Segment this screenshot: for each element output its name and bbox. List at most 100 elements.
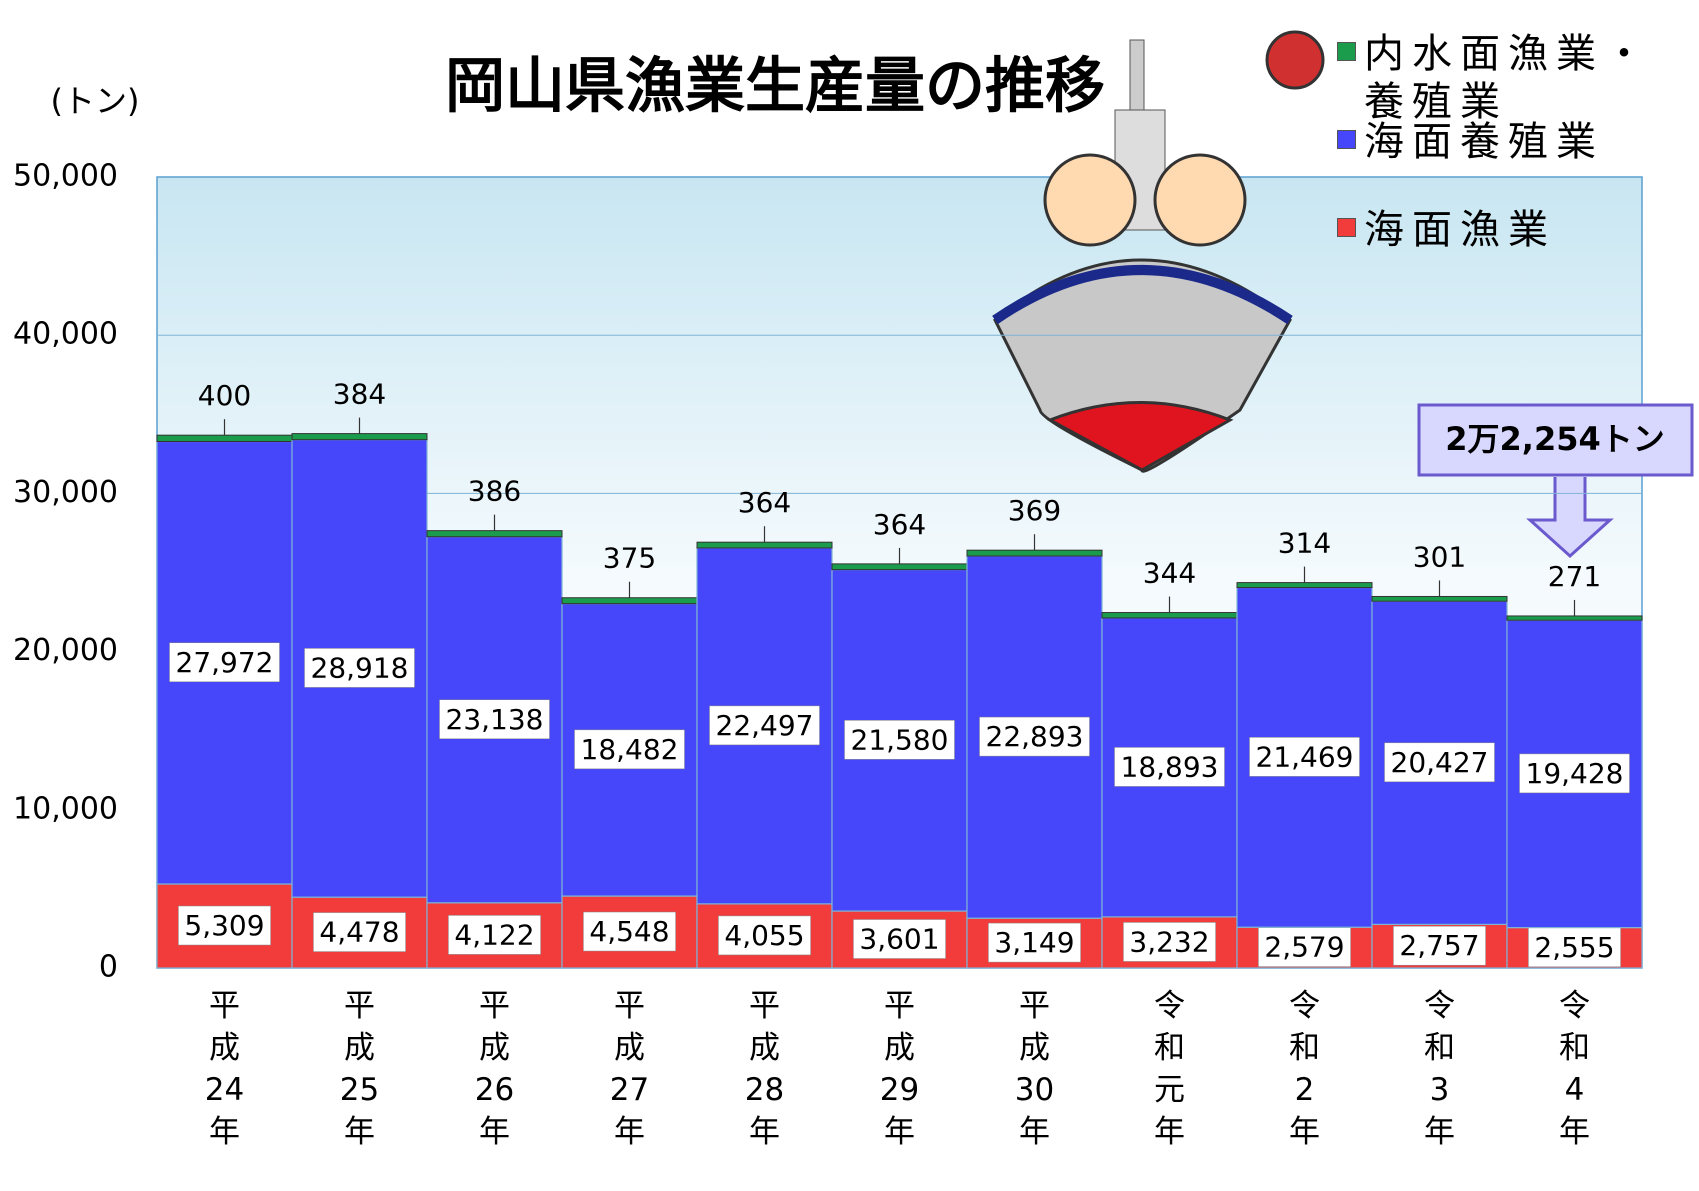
- value-label-group: 4,478: [313, 912, 406, 952]
- value-label-box: [178, 905, 271, 946]
- bar-segment: [831, 563, 968, 571]
- chart-title: 岡山県漁業生産量の推移: [445, 52, 1105, 122]
- bar-segment: [561, 597, 698, 605]
- callout-text: 2万2,254トン: [1445, 420, 1665, 458]
- value-label: 2,579: [1264, 931, 1344, 964]
- value-label: 2,555: [1534, 931, 1614, 964]
- value-label-group: 4,122: [448, 915, 541, 955]
- legend-swatch: [1337, 218, 1356, 237]
- x-tick-label: 平成25年: [339, 988, 380, 1150]
- x-tick-label: 平成30年: [1014, 988, 1055, 1150]
- value-label: 28,918: [311, 651, 409, 684]
- value-label: 364: [873, 508, 926, 541]
- x-tick-label: 平成29年: [879, 988, 920, 1150]
- value-label-group: 22,497: [709, 705, 820, 746]
- value-label-group: 23,138: [439, 699, 550, 740]
- value-label-group: 19,428: [1519, 753, 1630, 794]
- value-label: 22,497: [716, 709, 814, 742]
- value-label-group: 27,972: [169, 642, 280, 683]
- value-label: 375: [603, 542, 656, 575]
- value-label-group: 21,580: [844, 720, 955, 760]
- value-label-box: [1393, 925, 1486, 966]
- value-label-group: 2,555: [1528, 927, 1621, 968]
- value-label-group: 28,918: [304, 648, 415, 688]
- bar-segment: [696, 541, 833, 549]
- value-label-box: [1258, 927, 1351, 967]
- y-tick-label: 0: [99, 950, 118, 985]
- bar-segment: [1236, 582, 1373, 589]
- value-label-box: [1114, 747, 1225, 787]
- value-label-box: [1123, 922, 1216, 962]
- value-label: 2,757: [1399, 929, 1479, 962]
- bar-segment: [156, 434, 293, 442]
- value-label-box: [1519, 753, 1630, 794]
- value-label: 3,149: [994, 926, 1074, 959]
- bar-segment: [1371, 595, 1508, 602]
- y-tick-label: 40,000: [13, 317, 118, 352]
- value-label-box: [988, 922, 1081, 963]
- value-label-group: 4,548: [583, 911, 676, 952]
- bar-segment: [291, 433, 428, 441]
- value-label-group: 20,427: [1384, 742, 1495, 783]
- value-label: 364: [738, 486, 791, 519]
- value-label-box: [439, 699, 550, 740]
- value-label-box: [169, 642, 280, 683]
- value-label-box: [844, 720, 955, 760]
- bar-segment: [966, 549, 1103, 557]
- value-label: 4,055: [724, 919, 804, 952]
- x-tick-label: 平成26年: [474, 988, 515, 1150]
- x-tick-label: 令和元年: [1154, 988, 1185, 1150]
- value-label: 18,893: [1121, 750, 1219, 783]
- y-tick-label: 50,000: [13, 159, 118, 194]
- value-label-box: [709, 705, 820, 746]
- x-tick-label: 平成24年: [204, 988, 245, 1150]
- bar-segment: [1506, 615, 1643, 621]
- ship-illustration: [992, 30, 1325, 473]
- value-label-group: 5,309: [178, 905, 271, 946]
- value-label-box: [1384, 742, 1495, 783]
- value-label: 23,138: [446, 703, 544, 736]
- y-tick-label: 10,000: [13, 791, 118, 826]
- y-tick-label: 30,000: [13, 475, 118, 510]
- value-label: 19,428: [1526, 757, 1624, 790]
- value-label-box: [853, 919, 946, 959]
- bar-segment: [426, 530, 563, 538]
- value-label-box: [448, 915, 541, 955]
- value-label: 3,232: [1129, 925, 1209, 958]
- value-label: 369: [1008, 494, 1061, 527]
- value-label: 344: [1143, 557, 1196, 590]
- value-label-box: [583, 911, 676, 952]
- value-label: 21,469: [1256, 740, 1354, 773]
- value-label: 386: [468, 475, 521, 508]
- value-label: 314: [1278, 527, 1331, 560]
- value-label-group: 22,893: [979, 716, 1090, 757]
- y-tick-label: 20,000: [13, 633, 118, 668]
- value-label-group: 21,469: [1249, 737, 1360, 777]
- legend-swatch: [1337, 42, 1356, 61]
- value-label: 20,427: [1391, 746, 1489, 779]
- value-label: 3,601: [859, 923, 939, 956]
- value-label: 18,482: [581, 733, 679, 766]
- value-label: 4,478: [319, 916, 399, 949]
- value-label: 4,548: [589, 915, 669, 948]
- callout: [1417, 403, 1694, 559]
- value-label-box: [313, 912, 406, 952]
- y-unit: (トン): [51, 82, 140, 120]
- x-tick-label: 平成27年: [609, 988, 650, 1150]
- x-tick-label: 令和4年: [1559, 988, 1590, 1150]
- value-label: 271: [1548, 560, 1601, 593]
- value-label-box: [718, 915, 811, 956]
- value-label-box: [979, 716, 1090, 757]
- x-tick-label: 平成28年: [744, 988, 785, 1150]
- value-label-group: 18,893: [1114, 747, 1225, 787]
- value-label-group: 2,757: [1393, 925, 1486, 966]
- value-label-box: [1528, 927, 1621, 968]
- value-label: 22,893: [986, 720, 1084, 753]
- value-label-group: 3,601: [853, 919, 946, 959]
- value-label: 400: [198, 379, 251, 412]
- value-label: 21,580: [851, 723, 949, 756]
- value-label-group: 4,055: [718, 915, 811, 956]
- value-label: 5,309: [184, 909, 264, 942]
